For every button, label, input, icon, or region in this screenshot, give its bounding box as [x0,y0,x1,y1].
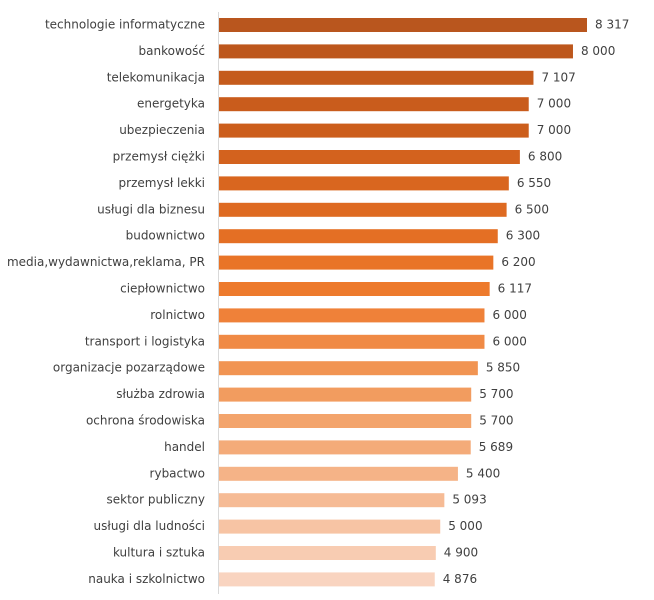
category-label: rybactwo [150,466,205,480]
bar [219,308,485,323]
value-label: 5 093 [452,493,486,507]
value-label: 6 550 [517,176,551,190]
value-label: 7 107 [541,70,575,84]
value-label: 5 400 [466,466,500,480]
bar [219,466,458,481]
category-label: transport i logistyka [85,334,205,348]
value-label: 5 000 [448,519,482,533]
category-label: organizacje pozarządowe [53,361,205,375]
value-label: 6 000 [492,308,526,322]
category-label: przemysł ciężki [113,150,205,164]
value-label: 6 300 [506,229,540,243]
value-label: 6 117 [498,282,532,296]
category-label: służba zdrowia [116,387,205,401]
bar [219,572,435,587]
bar [219,519,441,534]
bar [219,229,498,244]
bar [219,546,436,560]
value-label: 8 317 [595,18,629,32]
category-label: bankowość [139,44,205,58]
bar [219,202,507,217]
bar [219,176,509,191]
value-label: 5 689 [479,440,513,454]
value-label: 7 000 [537,97,571,111]
bar [219,44,573,59]
category-label: usługi dla ludności [94,519,205,533]
category-label: ochrona środowiska [86,414,205,428]
category-label: przemysł lekki [119,176,205,190]
bar [219,493,445,508]
bar [219,255,494,270]
value-label: 6 200 [501,255,535,269]
category-label: usługi dla biznesu [97,202,205,216]
category-label: sektor publiczny [107,493,206,507]
value-label: 4 900 [444,546,478,560]
category-label: technologie informatyczne [45,18,205,32]
bar [219,282,490,296]
category-label: energetyka [137,97,205,111]
category-label: budownictwo [126,229,205,243]
bar [219,414,472,428]
bar [219,334,485,349]
bar [219,123,529,138]
value-label: 6 800 [528,150,562,164]
category-label: nauka i szkolnictwo [88,572,205,586]
category-label: ubezpieczenia [119,123,205,137]
value-label: 6 500 [515,202,549,216]
value-label: 8 000 [581,44,615,58]
value-label: 6 000 [492,334,526,348]
bar [219,150,520,164]
bar [219,440,471,455]
category-label: media,wydawnictwa,reklama, PR [7,255,205,269]
bar [219,70,534,85]
bar [219,387,472,402]
bar [219,18,587,32]
bar [219,97,529,112]
category-label: rolnictwo [150,308,205,322]
bar [219,361,478,376]
value-label: 4 876 [443,572,477,586]
value-label: 5 700 [479,387,513,401]
value-label: 7 000 [537,123,571,137]
category-label: handel [164,440,205,454]
category-label: kultura i sztuka [113,546,205,560]
value-label: 5 850 [486,361,520,375]
category-label: telekomunikacja [107,70,205,84]
value-label: 5 700 [479,414,513,428]
category-label: ciepłownictwo [120,282,205,296]
